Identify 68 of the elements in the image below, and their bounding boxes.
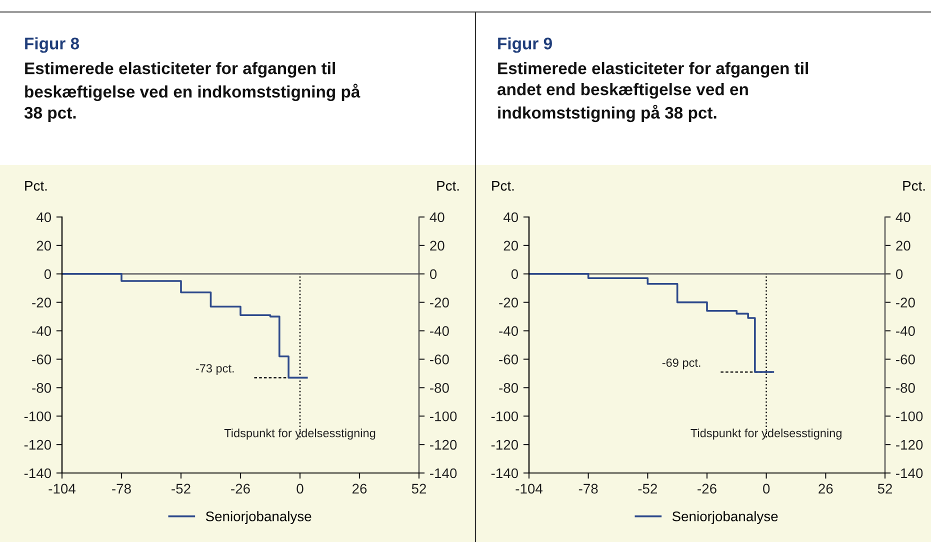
x-tick-label: -104 (516, 484, 542, 494)
y2-tick-label: -20 (430, 298, 449, 308)
y2-tick-label: -40 (896, 326, 915, 336)
x-tick-label: 0 (296, 484, 304, 494)
y2-tick-label: -100 (896, 411, 923, 422)
x-tick-label: 0 (763, 484, 770, 494)
y-axis-title: Pct. (492, 181, 514, 191)
y2-tick-label: 0 (430, 269, 437, 280)
y-tick-label: 0 (511, 269, 518, 280)
y2-tick-label: -100 (430, 411, 457, 422)
y2-tick-label: -60 (430, 354, 449, 364)
y-tick-label: 20 (36, 240, 52, 251)
x-tick-label: -26 (231, 484, 250, 494)
y2-tick-label: -60 (896, 354, 915, 364)
y-tick-label: -40 (32, 326, 52, 336)
ref-line-label: Tidspunkt for ydelsesstigning (690, 428, 842, 440)
y2-tick-label: 40 (430, 212, 444, 222)
y-tick-label: -60 (32, 354, 52, 364)
x-tick-label: 52 (412, 484, 426, 494)
y2-tick-label: -80 (430, 383, 449, 393)
y2-axis-title: Pct. (903, 181, 925, 191)
y2-tick-label: 20 (896, 240, 910, 251)
x-tick-label: 52 (878, 484, 892, 494)
y-tick-label: -20 (499, 298, 518, 308)
y-tick-label: 40 (36, 212, 52, 222)
y2-tick-label: -120 (430, 440, 457, 450)
y-tick-label: -80 (32, 383, 52, 393)
x-tick-label: -78 (578, 484, 598, 494)
chart-title: Figur 9 (498, 37, 552, 53)
legend-label: Seniorjobanalyse (206, 511, 312, 524)
y2-tick-label: 40 (896, 212, 910, 222)
y2-tick-label: -140 (430, 468, 457, 478)
chart-subtitle: Estimerede elasticiteter for afgangen til andet end beskæftigelse ved en indkomststigning på 38 pct. (497, 62, 808, 122)
y-tick-label: -100 (24, 411, 52, 422)
y-tick-label: -120 (491, 440, 518, 450)
y-tick-label: 20 (504, 240, 518, 251)
x-tick-label: 26 (818, 484, 833, 494)
chart-subtitle: Estimerede elasticiteter for afgangen til beskæftigelse ved en indkomststigning på 38 pct. (24, 62, 360, 122)
x-tick-label: -104 (48, 484, 76, 494)
x-tick-label: 26 (352, 484, 367, 494)
ref-line-label: -69 pct. (662, 358, 700, 370)
y-tick-label: -140 (491, 468, 518, 478)
y-tick-label: -40 (499, 326, 518, 336)
y2-tick-label: 0 (896, 269, 903, 280)
y2-tick-label: -20 (896, 298, 915, 308)
x-tick-label: -52 (638, 484, 658, 494)
legend-label: Seniorjobanalyse (672, 511, 778, 524)
y-tick-label: -60 (499, 354, 518, 364)
y-tick-label: -100 (491, 411, 518, 422)
y2-tick-label: -140 (896, 468, 923, 478)
y-tick-label: 0 (44, 269, 52, 280)
y-tick-label: -120 (24, 440, 52, 450)
ref-line-label: Tidspunkt for ydelsesstigning (224, 428, 376, 440)
y-tick-label: -140 (24, 468, 52, 478)
x-tick-label: -26 (698, 484, 716, 494)
y2-tick-label: -40 (430, 326, 449, 336)
ref-line-label: -73 pct. (196, 364, 234, 375)
y2-tick-label: 20 (430, 240, 444, 251)
chart-title: Figur 8 (25, 37, 80, 53)
y-tick-label: -80 (499, 383, 518, 393)
y-tick-label: -20 (32, 298, 52, 308)
y2-axis-title: Pct. (437, 181, 459, 191)
y-tick-label: 40 (503, 212, 518, 222)
x-tick-label: -52 (172, 484, 190, 494)
y2-tick-label: -120 (896, 440, 923, 450)
y2-tick-label: -80 (896, 383, 915, 393)
x-tick-label: -78 (112, 484, 131, 494)
y-axis-title: Pct. (25, 181, 47, 191)
